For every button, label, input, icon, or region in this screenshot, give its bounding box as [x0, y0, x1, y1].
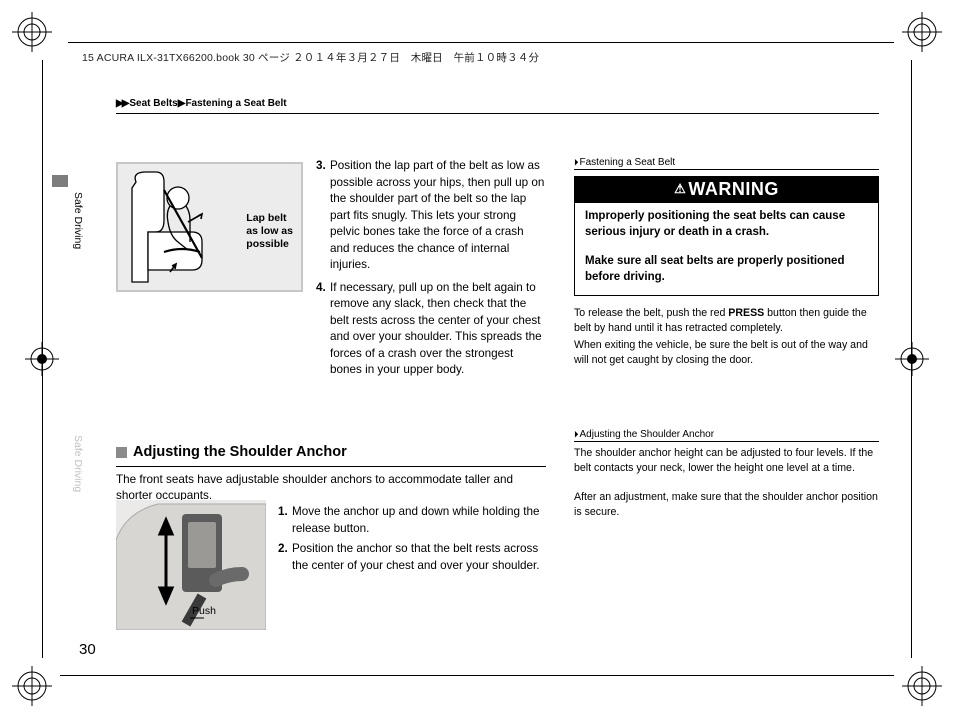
sidebar-anchor-text: The shoulder anchor height can be adjust…: [574, 446, 879, 519]
breadcrumb-sep-icon: ▶: [178, 98, 184, 109]
press-button-label: PRESS: [728, 307, 764, 319]
sidebar-release-text: To release the belt, push the red PRESS …: [574, 306, 879, 367]
callout-arrow-icon: ⏵: [574, 429, 579, 439]
chapter-label-ghost: Safe Driving: [72, 435, 84, 492]
figure-shoulder-anchor: Push: [116, 500, 266, 630]
reg-mark-icon: [12, 666, 52, 706]
anchor-illustration-icon: [116, 500, 266, 630]
breadcrumb-arrow-icon: ▶▶: [116, 98, 127, 109]
breadcrumb-item: Fastening a Seat Belt: [185, 98, 286, 109]
chapter-tab: [52, 175, 68, 187]
side-cross-icon: [25, 342, 59, 376]
warning-header: ⚠WARNING: [575, 177, 878, 203]
page-number: 30: [79, 641, 96, 658]
heading-bullet-icon: [116, 447, 127, 458]
callout-arrow-icon: ⏵: [574, 157, 579, 167]
reg-mark-icon: [902, 666, 942, 706]
section-heading: Adjusting the Shoulder Anchor: [116, 444, 347, 460]
manual-page: 15 ACURA ILX-31TX66200.book 30 ページ ２０１４年…: [0, 0, 954, 718]
warning-text-1: Improperly positioning the seat belts ca…: [585, 209, 868, 240]
side-cross-icon: [895, 342, 929, 376]
figure-caption: Lap belt as low as possible: [246, 212, 293, 251]
figure-lap-belt: Lap belt as low as possible: [116, 162, 303, 292]
sidebar-callout-2: ⏵Adjusting the Shoulder Anchor: [574, 429, 879, 440]
warning-text-2: Make sure all seat belts are properly po…: [585, 254, 868, 285]
breadcrumb: ▶▶Seat Belts▶Fastening a Seat Belt: [116, 98, 287, 109]
step-2: 2.Position the anchor so that the belt r…: [278, 541, 546, 574]
step-4: 4.If necessary, pull up on the belt agai…: [316, 280, 546, 379]
push-label: Push: [192, 605, 216, 617]
steps-3-4: 3.Position the lap part of the belt as l…: [316, 158, 546, 385]
breadcrumb-item: Seat Belts: [129, 98, 177, 109]
heading-rule: [116, 466, 546, 467]
file-code: 15 ACURA ILX-31TX66200.book 30 ページ ２０１４年…: [82, 50, 539, 65]
crop-line: [60, 675, 894, 676]
chapter-label: Safe Driving: [72, 192, 84, 249]
warning-triangle-icon: ⚠: [674, 181, 686, 196]
seat-belt-illustration-icon: [118, 164, 233, 290]
warning-box: ⚠WARNING Improperly positioning the seat…: [574, 176, 879, 296]
sidebar-column: ⏵Fastening a Seat Belt ⚠WARNING Improper…: [574, 157, 879, 534]
step-3: 3.Position the lap part of the belt as l…: [316, 158, 546, 274]
crop-line: [68, 42, 894, 43]
breadcrumb-rule: [116, 113, 879, 114]
reg-mark-icon: [902, 12, 942, 52]
sidebar-callout: ⏵Fastening a Seat Belt: [574, 157, 879, 168]
reg-mark-icon: [12, 12, 52, 52]
heading-text: Adjusting the Shoulder Anchor: [133, 444, 347, 460]
sidebar-rule: [574, 441, 879, 442]
step-1: 1.Move the anchor up and down while hold…: [278, 504, 546, 537]
steps-1-2: 1.Move the anchor up and down while hold…: [278, 504, 546, 578]
sidebar-rule: [574, 169, 879, 170]
warning-body: Improperly positioning the seat belts ca…: [575, 203, 878, 295]
